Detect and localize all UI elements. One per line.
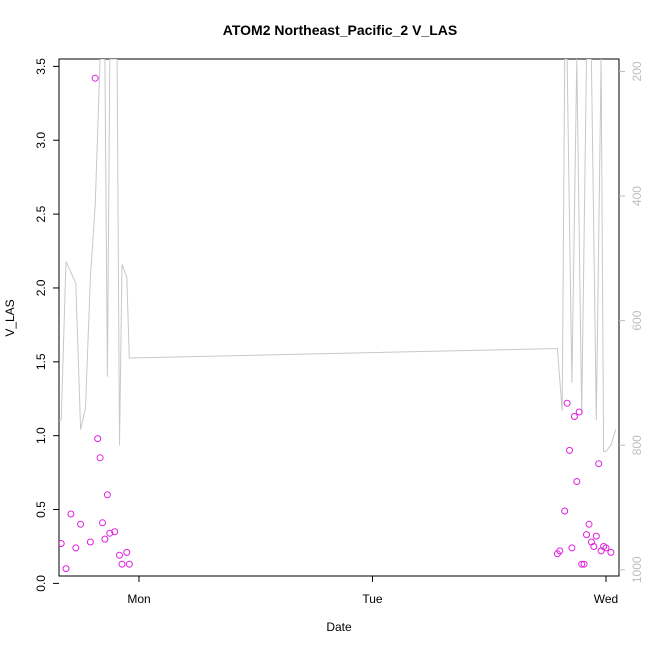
scatter-point — [573, 478, 581, 485]
scatter-point — [580, 560, 588, 568]
x-tick-label: Wed — [594, 592, 618, 606]
scatter-point — [563, 399, 571, 407]
y-tick-label: 2.5 — [34, 205, 48, 222]
scatter-point — [103, 491, 111, 499]
y-tick-label: 1.0 — [34, 427, 48, 444]
y2-tick-label: 800 — [630, 435, 644, 455]
line-series — [59, 59, 617, 452]
scatter-point — [101, 535, 109, 543]
chart-title: ATOM2 Northeast_Pacific_2 V_LAS — [223, 22, 457, 38]
scatter-point — [583, 531, 590, 539]
scatter-point — [86, 538, 94, 546]
y2-tick-label: 600 — [630, 310, 644, 330]
scatter-point — [67, 510, 75, 518]
scatter-point — [123, 548, 131, 556]
plot-layer — [48, 59, 617, 573]
scatter-point — [94, 435, 102, 443]
y2-tick-label: 200 — [630, 61, 644, 81]
scatter-point — [72, 544, 80, 552]
x-axis: Mon Tue Wed — [127, 576, 618, 606]
scatter-point — [595, 460, 603, 468]
y-tick-label: 3.0 — [34, 132, 48, 149]
scatter-point — [111, 528, 119, 536]
scatter-point — [590, 543, 598, 550]
y-tick-label: 1.5 — [34, 353, 48, 370]
scatter-point — [578, 560, 586, 568]
y-axis-left: 0.0 0.5 1.0 1.5 2.0 2.5 3.0 3.5 — [34, 58, 59, 592]
scatter-point — [592, 532, 600, 540]
y-axis-right: 200 400 600 800 1000 — [619, 61, 644, 583]
scatter-point — [59, 540, 65, 547]
y2-tick-label: 1000 — [630, 556, 644, 583]
y-tick-label: 0.5 — [34, 501, 48, 518]
scatter-point — [99, 519, 106, 527]
scatter-point — [62, 565, 70, 573]
scatter-point — [59, 542, 60, 548]
scatter-point — [106, 529, 114, 537]
scatter-point — [556, 547, 564, 555]
scatter-point — [570, 413, 578, 420]
scatter-point — [48, 554, 54, 560]
y-axis-label: V_LAS — [3, 299, 17, 336]
scatter-point — [607, 548, 615, 556]
y-tick-label: 0.0 — [34, 575, 48, 592]
scatter-point — [575, 408, 583, 416]
plot-frame — [58, 58, 620, 577]
y-tick-label: 2.0 — [34, 279, 48, 296]
scatter-point — [568, 544, 576, 552]
scatter-point — [566, 446, 573, 454]
y-tick-label: 3.5 — [34, 58, 48, 75]
scatter-point — [125, 560, 133, 568]
scatter-point — [602, 544, 610, 552]
scatter-point — [96, 454, 104, 462]
scatter-point — [585, 520, 593, 528]
scatter-point — [77, 520, 85, 528]
x-axis-label: Date — [326, 620, 352, 634]
x-tick-label: Mon — [127, 592, 150, 606]
y2-tick-label: 400 — [630, 186, 644, 206]
x-tick-label: Tue — [362, 592, 383, 606]
scatter-point — [91, 74, 99, 82]
scatter-point — [561, 507, 569, 515]
scatter-point — [116, 551, 123, 559]
scatter-point — [118, 560, 126, 568]
